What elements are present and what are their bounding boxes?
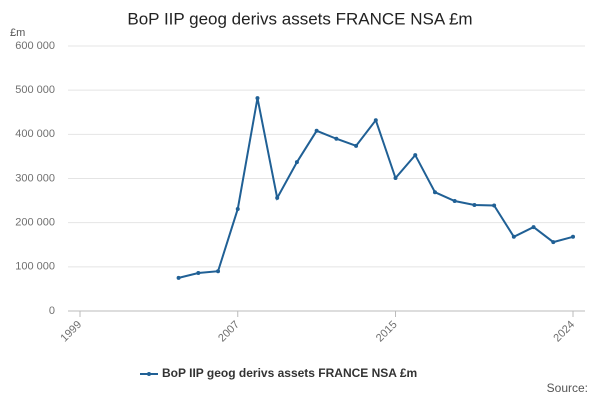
legend-marker [147, 372, 151, 376]
point [413, 153, 418, 158]
x-tick-label: 2007 [216, 319, 242, 345]
y-unit: £m [10, 27, 25, 39]
source: Source: [547, 381, 588, 395]
point [432, 190, 437, 195]
point [294, 160, 299, 165]
point [275, 195, 280, 200]
y-tick-label: 200 000 [15, 217, 55, 229]
point [354, 143, 359, 148]
point [511, 234, 516, 239]
series-line [178, 97, 574, 279]
point [393, 176, 398, 181]
point [176, 275, 181, 280]
y-tick-label: 500 000 [15, 84, 55, 96]
point [216, 269, 221, 274]
point [531, 225, 536, 230]
point [452, 199, 457, 204]
point [255, 96, 260, 101]
legend-label: BoP IIP geog derivs assets FRANCE NSA £m [162, 366, 417, 380]
y-tick-label: 400 000 [15, 128, 55, 140]
point [314, 128, 319, 133]
point [373, 118, 378, 123]
y-tick-label: 600 000 [15, 40, 55, 52]
x-tick-label: 1999 [58, 319, 84, 345]
point [334, 136, 339, 141]
point [472, 203, 477, 207]
point [571, 234, 575, 239]
x-tick-label: 2024 [551, 319, 577, 345]
point [492, 203, 497, 208]
point [196, 271, 201, 276]
y-tick-label: 100 000 [15, 261, 55, 273]
chart-title: BoP IIP geog derivs assets FRANCE NSA £m [127, 9, 472, 28]
y-tick-label: 300 000 [15, 172, 55, 184]
x-tick-label: 2015 [374, 319, 400, 345]
point [235, 206, 240, 211]
point [551, 240, 556, 245]
y-tick-label: 0 [49, 305, 55, 317]
